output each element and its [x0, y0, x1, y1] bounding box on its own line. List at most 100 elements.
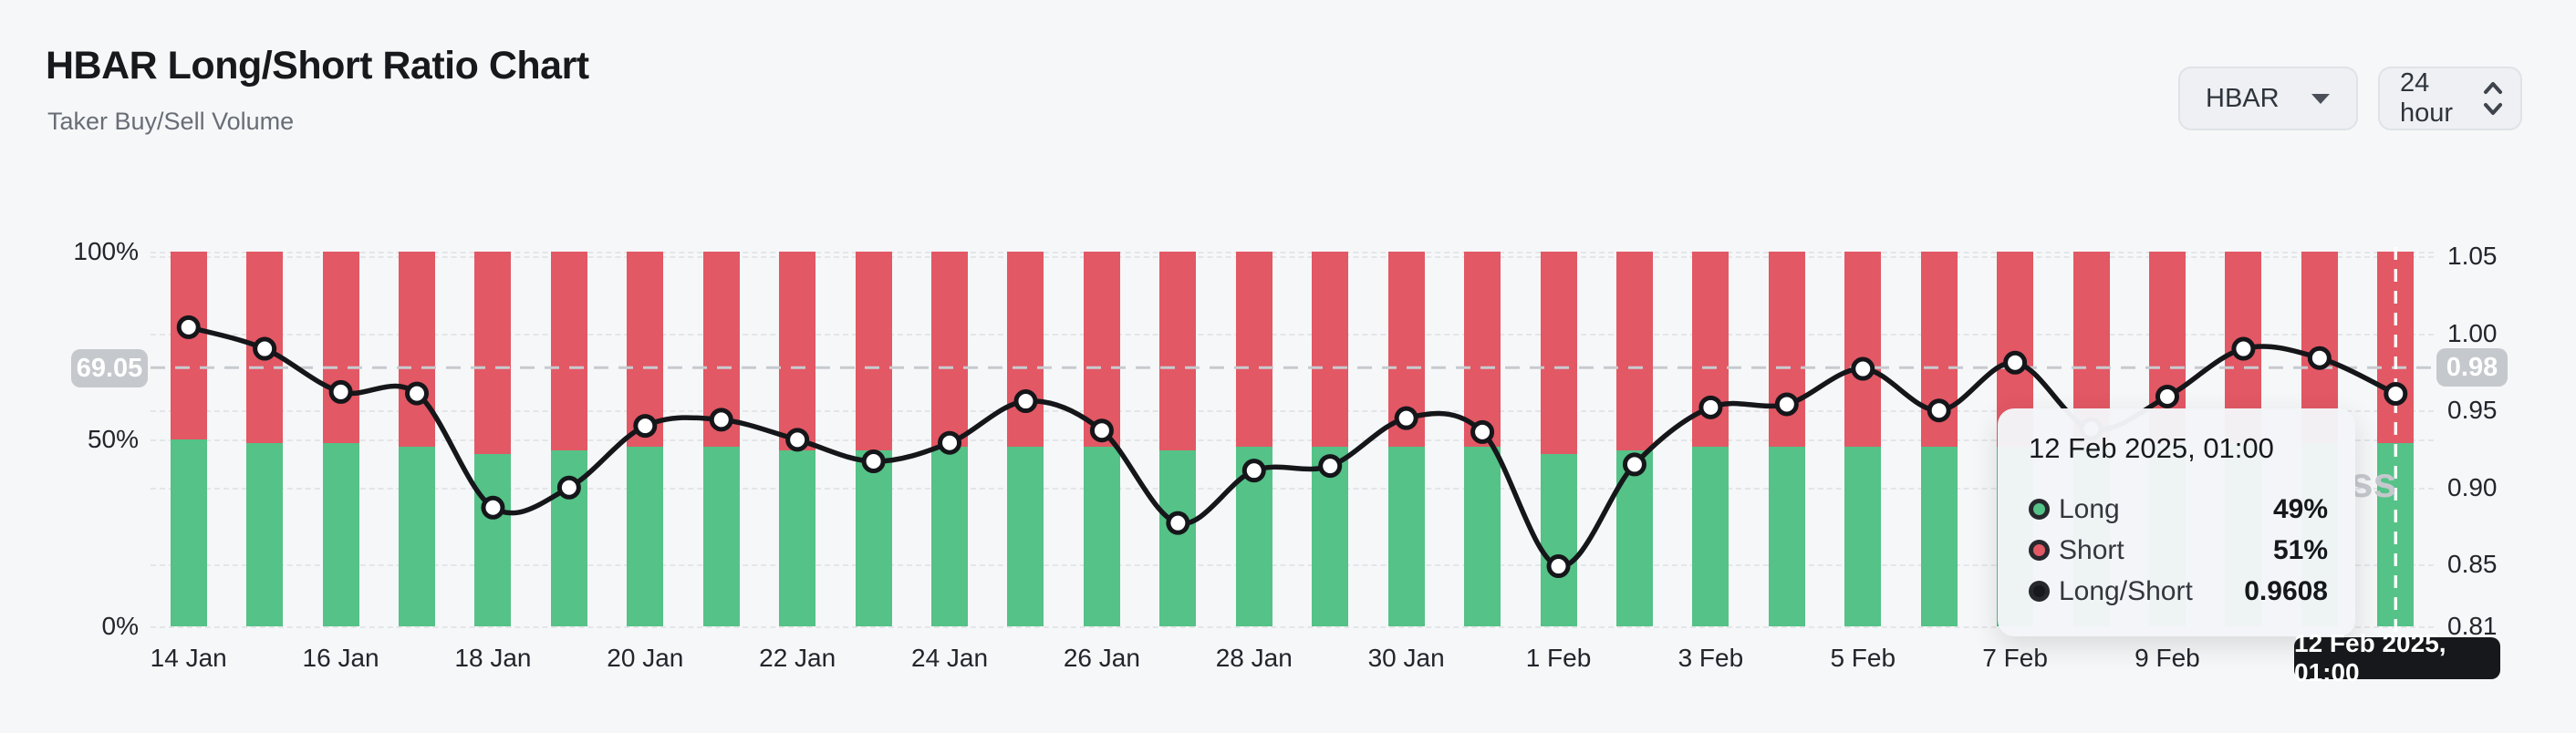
short-segment [1692, 252, 1729, 447]
short-segment [322, 252, 359, 443]
bar-15-jan[interactable] [246, 252, 284, 626]
long-segment [1920, 446, 1958, 626]
long-segment [1768, 446, 1805, 626]
right-axis-tick: 0.95 [2447, 396, 2498, 425]
bar-25-jan[interactable] [1007, 252, 1044, 626]
right-axis-tick: 1.00 [2447, 318, 2498, 347]
long-segment [1083, 446, 1120, 626]
tooltip-row-label: Short [2059, 534, 2124, 565]
long-segment [627, 446, 664, 626]
bar-4-feb[interactable] [1768, 252, 1805, 626]
bar-14-jan[interactable] [170, 252, 207, 626]
interval-select-value: 24 hour [2400, 68, 2454, 128]
long-segment [1235, 446, 1272, 626]
bar-24-jan[interactable] [931, 252, 969, 626]
long-segment [1464, 446, 1501, 626]
short-segment [1159, 252, 1197, 450]
long-segment [170, 439, 207, 626]
left-axis-tick: 100% [73, 237, 139, 265]
tooltip-row-value: 0.9608 [2244, 575, 2328, 606]
left-axis-tick: 0% [101, 612, 139, 640]
x-axis-tick: 24 Jan [911, 644, 989, 672]
caret-down-icon [2309, 90, 2332, 107]
x-axis-tick: 22 Jan [759, 644, 836, 672]
right-axis-tick: 1.05 [2447, 242, 2498, 271]
short-segment [1464, 252, 1501, 447]
left-axis-crosshair-badge: 69.05 [71, 349, 148, 387]
short-segment [1312, 252, 1349, 447]
x-axis-tick: 20 Jan [607, 644, 684, 672]
bar-23-jan[interactable] [855, 252, 892, 626]
short-segment [1007, 252, 1044, 447]
short-segment [1083, 252, 1120, 447]
x-axis-tick: 30 Jan [1367, 644, 1445, 672]
short-segment [931, 252, 969, 447]
left-axis-tick: 50% [87, 424, 139, 453]
short-segment [1540, 252, 1577, 454]
x-axis-tick: 9 Feb [2135, 644, 2200, 672]
x-axis-tick: 28 Jan [1215, 644, 1293, 672]
bar-3-feb[interactable] [1692, 252, 1729, 626]
ratio-bullet-icon [2029, 581, 2050, 602]
bar-18-jan[interactable] [474, 252, 512, 626]
bar-31-jan[interactable] [1464, 252, 1501, 626]
gridline [151, 626, 2434, 628]
bar-5-feb[interactable] [1844, 252, 1882, 626]
bar-2-feb[interactable] [1615, 252, 1653, 626]
bar-12-feb[interactable] [2377, 252, 2415, 626]
long-segment [1615, 449, 1653, 626]
short-segment [1387, 252, 1425, 447]
x-axis-tick: 26 Jan [1063, 644, 1140, 672]
tooltip-row-label: Long/Short [2059, 575, 2193, 606]
x-axis-tick: 7 Feb [1982, 644, 2048, 672]
bar-17-jan[interactable] [399, 252, 436, 626]
right-axis-tick: 0.85 [2447, 550, 2498, 579]
bar-6-feb[interactable] [1920, 252, 1958, 626]
bar-21-jan[interactable] [702, 252, 740, 626]
right-axis-crosshair-badge: 0.98 [2436, 348, 2508, 387]
bar-26-jan[interactable] [1083, 252, 1120, 626]
short-segment [1920, 252, 1958, 447]
x-axis-tick: 3 Feb [1678, 644, 1744, 672]
watermark: ss [2350, 459, 2397, 506]
bar-27-jan[interactable] [1159, 252, 1197, 626]
tooltip-row-long-short: Long/Short 0.9608 [2029, 571, 2328, 612]
chart-header: HBAR Long/Short Ratio Chart Taker Buy/Se… [0, 0, 2576, 155]
x-axis-tick: 5 Feb [1830, 644, 1896, 672]
long-segment [702, 446, 740, 626]
short-segment [550, 252, 587, 450]
short-bullet-icon [2029, 540, 2050, 561]
long-segment [779, 449, 816, 626]
chart-tooltip: 12 Feb 2025, 01:00 Long 49% Short 51% Long/S… [1998, 408, 2355, 636]
x-axis-tick: 1 Feb [1525, 644, 1592, 672]
interval-select[interactable]: 24 hour [2378, 67, 2522, 130]
bar-29-jan[interactable] [1312, 252, 1349, 626]
short-segment [1235, 252, 1272, 447]
bar-16-jan[interactable] [322, 252, 359, 626]
long-short-ratio-chart[interactable]: 100% 50% 0% 1.05 1.00 0.95 0.90 0.85 0.81 14 Ja… [0, 155, 2576, 733]
long-segment [1692, 446, 1729, 626]
long-segment [550, 449, 587, 626]
bar-19-jan[interactable] [550, 252, 587, 626]
bar-30-jan[interactable] [1387, 252, 1425, 626]
page-subtitle: Taker Buy/Sell Volume [47, 108, 295, 135]
bar-1-feb[interactable] [1540, 252, 1577, 626]
long-segment [1312, 446, 1349, 626]
short-segment [399, 252, 436, 447]
short-segment [855, 252, 892, 450]
short-segment [474, 252, 512, 454]
x-axis-crosshair-label: 12 Feb 2025, 01:00 [2294, 629, 2500, 687]
bar-28-jan[interactable] [1235, 252, 1272, 626]
long-bullet-icon [2029, 499, 2050, 520]
page-title: HBAR Long/Short Ratio Chart [46, 44, 589, 88]
bar-22-jan[interactable] [779, 252, 816, 626]
long-segment [246, 442, 284, 626]
symbol-select[interactable]: HBAR [2178, 67, 2358, 130]
bar-20-jan[interactable] [627, 252, 664, 626]
short-segment [1768, 252, 1805, 447]
long-segment [855, 449, 892, 626]
tooltip-row-short: Short 51% [2029, 530, 2328, 571]
gridline [151, 256, 2434, 258]
right-axis-tick: 0.81 [2447, 612, 2498, 640]
